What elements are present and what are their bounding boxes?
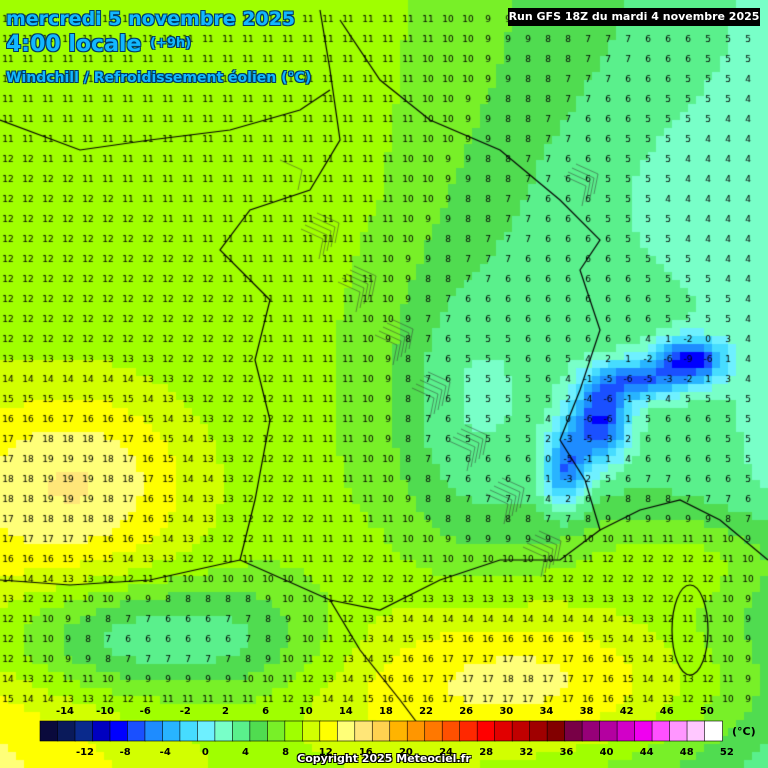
forecast-lead: (+9h)	[150, 36, 192, 51]
parameter-title: Windchill / Refroidissement éolien (°C)	[6, 70, 312, 86]
legend-unit: (°C)	[732, 725, 756, 738]
run-label: Run GFS 18Z du mardi 4 novembre 2025	[508, 8, 760, 26]
copyright: Copyright 2025 Meteociel.fr	[297, 752, 471, 765]
forecast-date: mercredi 5 novembre 2025	[6, 8, 296, 30]
forecast-time: 4:00 locale	[6, 32, 142, 57]
